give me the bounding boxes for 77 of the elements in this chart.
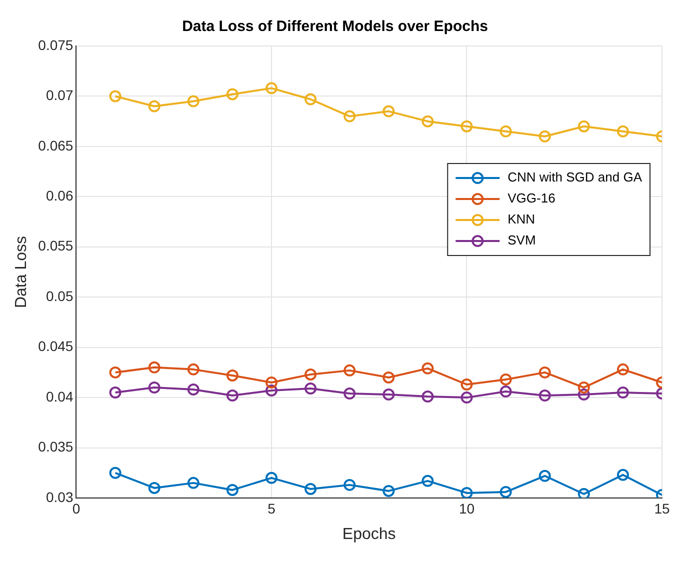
y-tick-label: 0.05 xyxy=(46,288,74,304)
point xyxy=(344,364,356,376)
point xyxy=(422,115,434,128)
y-axis-title: Data Loss xyxy=(13,236,30,308)
y-tick-label: 0.07 xyxy=(46,87,74,104)
point xyxy=(344,388,356,400)
point xyxy=(460,378,473,390)
point xyxy=(226,484,238,496)
point xyxy=(460,392,473,404)
point xyxy=(578,488,590,498)
point xyxy=(382,484,395,497)
point xyxy=(109,466,122,479)
legend-label: KNN xyxy=(508,212,536,227)
point xyxy=(109,386,122,399)
x-tick-label: 0 xyxy=(72,500,80,516)
point xyxy=(616,386,629,399)
point xyxy=(226,88,238,100)
point xyxy=(187,384,200,396)
point xyxy=(148,100,160,112)
point xyxy=(616,363,629,376)
point xyxy=(187,476,200,489)
point xyxy=(500,386,512,398)
point xyxy=(538,390,551,402)
y-tick-label: 0.055 xyxy=(38,238,74,254)
y-tick-label: 0.065 xyxy=(38,137,74,154)
point xyxy=(265,82,278,94)
point xyxy=(304,482,317,495)
point xyxy=(460,486,473,498)
x-tick-label: 10 xyxy=(458,500,475,516)
point xyxy=(226,390,238,402)
point xyxy=(344,110,356,122)
y-tick-label: 0.045 xyxy=(38,338,74,354)
point xyxy=(265,376,278,388)
point xyxy=(500,486,512,498)
point xyxy=(187,95,200,108)
point xyxy=(187,363,200,376)
y-tick-label: 0.06 xyxy=(46,188,74,204)
legend-label: VGG-16 xyxy=(508,190,556,206)
y-tick-label: 0.075 xyxy=(38,36,74,53)
point xyxy=(578,388,590,401)
point xyxy=(265,384,278,397)
point xyxy=(460,120,473,132)
x-axis-title: Epochs xyxy=(342,526,396,543)
point xyxy=(148,382,160,394)
point xyxy=(422,474,434,487)
point xyxy=(265,472,278,484)
point xyxy=(344,478,356,491)
point xyxy=(304,382,317,395)
legend-label: SVM xyxy=(508,232,536,248)
point xyxy=(148,482,160,494)
point xyxy=(538,470,551,482)
point xyxy=(109,366,122,378)
point xyxy=(616,125,629,138)
point xyxy=(578,120,590,132)
point xyxy=(382,105,395,118)
point xyxy=(538,366,551,378)
point xyxy=(538,130,551,142)
y-tick-label: 0.04 xyxy=(46,388,74,404)
point xyxy=(109,90,122,102)
point xyxy=(616,468,629,481)
point xyxy=(304,368,317,380)
legend-label: CNN with SGD and GA xyxy=(508,170,642,185)
x-tick-label: 5 xyxy=(268,500,276,516)
point xyxy=(148,361,160,374)
point xyxy=(500,373,512,386)
point xyxy=(422,390,434,403)
point xyxy=(422,362,434,374)
point xyxy=(226,369,238,382)
point xyxy=(382,388,395,401)
y-tick-label: 0.035 xyxy=(38,438,74,455)
point xyxy=(500,125,512,138)
point xyxy=(304,93,317,106)
point xyxy=(578,382,590,394)
chart-title: Data Loss of Different Models over Epochs xyxy=(182,18,488,36)
y-tick-label: 0.03 xyxy=(46,488,74,505)
point xyxy=(382,371,395,384)
x-tick-label: 15 xyxy=(654,500,670,516)
